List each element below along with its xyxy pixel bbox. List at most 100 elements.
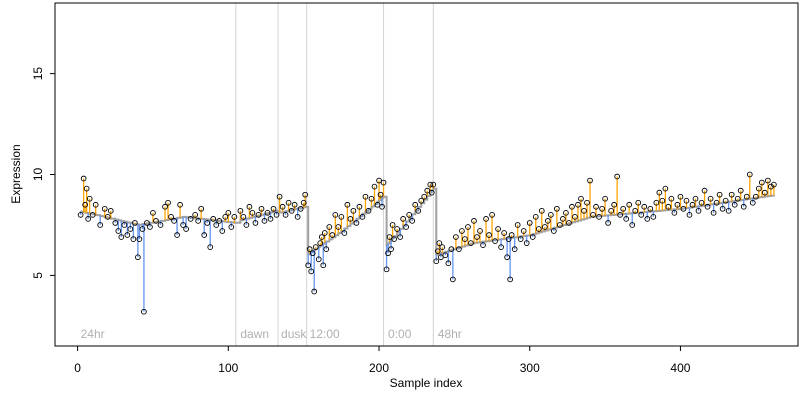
data-point <box>710 209 717 216</box>
baseline-step-line <box>80 187 775 256</box>
data-point <box>291 201 298 208</box>
data-point <box>572 214 578 220</box>
data-point <box>520 228 527 234</box>
data-point <box>362 193 369 200</box>
data-point <box>632 207 639 214</box>
data-point <box>174 232 180 238</box>
data-point <box>505 236 512 242</box>
data-point <box>554 205 560 212</box>
data-point <box>647 205 654 212</box>
data-point <box>547 212 554 218</box>
y-tick-label: 5 <box>31 272 45 279</box>
data-point <box>144 220 150 226</box>
data-point <box>132 220 138 226</box>
data-point <box>198 205 205 212</box>
data-point <box>219 228 226 234</box>
data-point <box>665 203 672 210</box>
data-point <box>89 212 96 218</box>
data-point <box>526 220 533 226</box>
data-point <box>415 207 422 214</box>
data-point <box>297 205 304 212</box>
data-point <box>692 195 699 202</box>
y-axis-label: Expression <box>9 144 23 203</box>
data-point <box>150 209 156 216</box>
data-point <box>383 266 390 273</box>
data-point <box>388 246 394 253</box>
data-point <box>465 224 471 230</box>
data-point <box>746 171 753 178</box>
data-point <box>279 203 286 210</box>
data-point <box>397 234 403 240</box>
data-point <box>228 224 235 230</box>
data-point <box>653 199 660 206</box>
data-point <box>115 228 122 234</box>
data-point <box>765 177 771 184</box>
data-point <box>608 207 614 214</box>
data-point <box>719 205 726 212</box>
data-point <box>394 226 400 232</box>
segment-label: 0:00 <box>388 327 412 341</box>
data-point <box>445 260 452 267</box>
data-point <box>427 181 434 188</box>
data-point <box>734 195 741 202</box>
data-point <box>177 201 183 208</box>
data-point <box>480 242 486 248</box>
data-point <box>368 195 375 202</box>
data-point <box>308 268 315 275</box>
data-point <box>743 193 750 200</box>
data-point <box>344 201 351 208</box>
data-point <box>294 214 301 220</box>
data-point <box>139 226 146 232</box>
data-point <box>421 193 428 200</box>
y-tick-label: 10 <box>31 168 45 182</box>
data-point <box>318 234 325 240</box>
data-point <box>267 216 274 222</box>
data-point <box>456 246 462 253</box>
data-point <box>550 228 557 234</box>
data-point <box>101 205 108 212</box>
data-point <box>596 214 602 220</box>
data-point <box>575 201 581 208</box>
data-point <box>650 214 657 220</box>
data-point <box>683 197 690 204</box>
data-point <box>183 226 189 232</box>
data-point <box>686 212 693 218</box>
data-point <box>514 222 521 228</box>
data-point <box>332 212 339 218</box>
data-point <box>517 236 524 242</box>
data-point <box>477 228 483 234</box>
data-point <box>353 220 360 226</box>
data-point <box>635 199 642 206</box>
data-point <box>350 207 357 214</box>
data-point <box>365 207 372 214</box>
data-point <box>356 203 363 210</box>
data-point <box>321 230 328 236</box>
data-point <box>315 256 322 263</box>
x-axis: 0 100 200 300 400 <box>74 345 691 375</box>
data-point <box>569 203 575 210</box>
data-point <box>255 212 262 218</box>
data-point <box>171 218 177 224</box>
data-point <box>674 201 681 208</box>
y-tick-label: 15 <box>31 67 45 81</box>
data-point <box>424 187 431 194</box>
data-point <box>82 201 88 208</box>
data-point <box>371 183 378 190</box>
data-point <box>187 216 194 222</box>
data-point <box>222 214 229 220</box>
data-point <box>412 201 419 208</box>
data-point <box>434 248 441 255</box>
data-point <box>270 205 277 212</box>
data-point <box>450 276 456 283</box>
data-point <box>225 209 232 216</box>
data-point <box>659 197 666 204</box>
data-point <box>483 216 489 222</box>
data-point <box>92 201 99 208</box>
data-point <box>430 181 437 188</box>
data-point <box>468 240 474 246</box>
data-point <box>86 195 93 202</box>
data-point <box>400 216 406 222</box>
x-axis-label: Sample index <box>390 376 463 390</box>
data-point <box>605 220 611 226</box>
data-point <box>448 246 455 253</box>
